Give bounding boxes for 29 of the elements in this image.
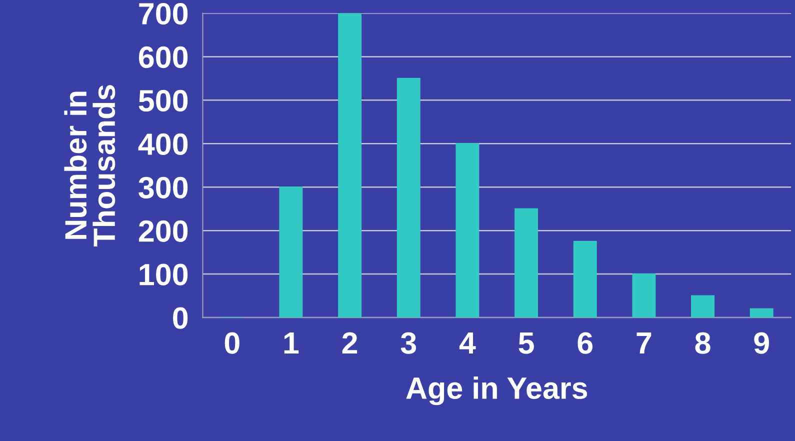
- y-tick-label: 0: [173, 307, 188, 329]
- bar: [632, 273, 656, 318]
- x-tick-label: 0: [224, 332, 240, 354]
- bar: [691, 295, 715, 318]
- bar: [396, 78, 420, 318]
- y-tick-label: 300: [138, 176, 188, 199]
- y-tick-label: 700: [139, 2, 188, 25]
- y-tick-label: 200: [138, 220, 188, 242]
- y-tick-label: 400: [138, 133, 188, 156]
- x-tick-label: 9: [754, 332, 769, 354]
- x-tick-label: 8: [695, 332, 710, 354]
- bar: [338, 13, 362, 318]
- x-tick-label: 4: [459, 332, 476, 354]
- x-axis-title: Age in Years: [406, 376, 588, 406]
- bar: [750, 308, 774, 318]
- bar: [514, 208, 538, 318]
- bar: [279, 186, 303, 318]
- x-tick-label: 7: [636, 332, 652, 354]
- x-tick-label: 5: [518, 332, 534, 354]
- x-tick-label: 2: [342, 332, 358, 354]
- bar: [573, 240, 597, 318]
- y-tick-label: 100: [140, 264, 188, 286]
- x-tick-label: 6: [578, 332, 593, 354]
- x-tick-label: 3: [400, 332, 416, 354]
- x-tick-label: 1: [284, 332, 299, 354]
- y-tick-label: 500: [138, 90, 188, 112]
- bar: [456, 143, 480, 318]
- y-axis-title: Number in Thousands: [64, 85, 116, 247]
- y-tick-label: 600: [138, 46, 188, 68]
